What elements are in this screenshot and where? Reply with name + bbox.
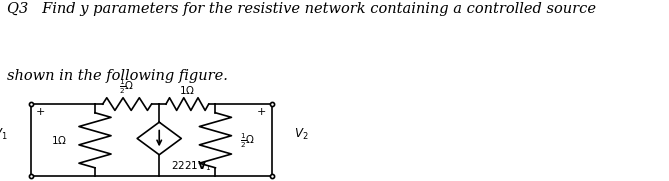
Text: $\frac{1}{2}$Ω: $\frac{1}{2}$Ω <box>240 131 255 150</box>
Text: +: + <box>257 107 266 117</box>
Text: $1\Omega$: $1\Omega$ <box>179 84 195 96</box>
Text: $\frac{1}{2}$Ω: $\frac{1}{2}$Ω <box>120 77 134 96</box>
Text: $1\Omega$: $1\Omega$ <box>51 134 67 146</box>
Text: shown in the following figure.: shown in the following figure. <box>7 69 227 83</box>
Text: $2221\mathbf{V}_1$: $2221\mathbf{V}_1$ <box>171 159 212 173</box>
Text: Q3   Find y parameters for the resistive network containing a controlled source: Q3 Find y parameters for the resistive n… <box>7 2 595 16</box>
Text: $V_1$: $V_1$ <box>0 127 8 142</box>
Text: $V_2$: $V_2$ <box>294 127 309 142</box>
Text: +: + <box>36 107 45 117</box>
